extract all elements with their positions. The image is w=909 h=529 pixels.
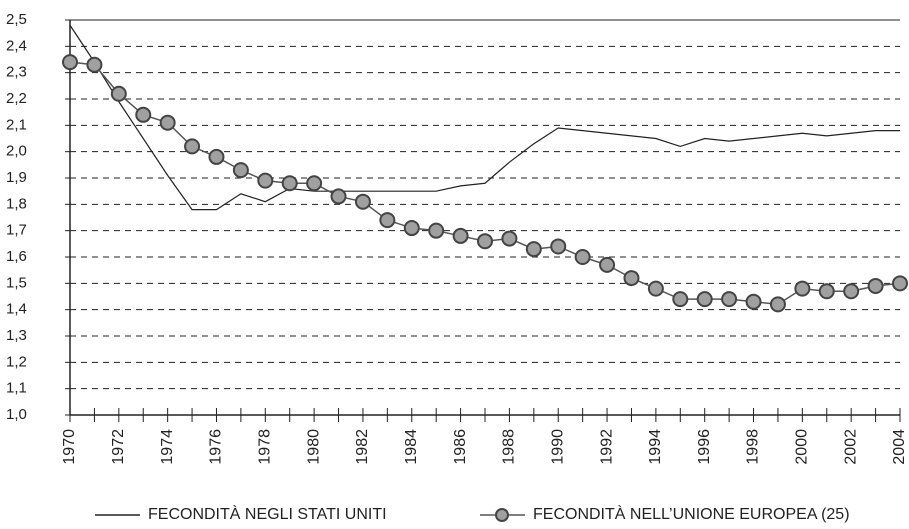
x-tick-label: 1974	[159, 429, 176, 465]
x-tick-label: 1992	[598, 429, 615, 465]
marker	[135, 106, 152, 123]
x-tick-label: 1970	[61, 429, 78, 465]
x-tick-label: 2004	[891, 429, 908, 465]
x-tick-label: 1984	[403, 429, 420, 465]
y-tick-label: 1,5	[6, 274, 27, 291]
marker	[623, 270, 640, 287]
y-tick-label: 1,3	[6, 327, 27, 344]
marker	[86, 56, 103, 73]
marker	[574, 249, 591, 265]
marker	[281, 175, 298, 192]
y-tick-label: 1,0	[6, 406, 27, 423]
y-tick-label: 1,9	[6, 169, 27, 186]
y-tick-label: 1,8	[6, 195, 27, 212]
y-tick-label: 2,4	[6, 37, 27, 54]
marker	[232, 162, 249, 179]
marker	[843, 283, 860, 300]
marker	[794, 280, 811, 297]
y-tick-label: 1,7	[6, 222, 27, 239]
marker	[403, 220, 420, 237]
y-tick-label: 2,3	[6, 64, 27, 81]
marker	[696, 291, 713, 308]
marker	[769, 296, 786, 313]
y-tick-label: 1,6	[6, 248, 27, 265]
marker	[257, 172, 274, 189]
y-tick-label: 2,5	[6, 11, 27, 28]
legend-label: FECONDITÀ NEGLI STATI UNITI	[148, 504, 387, 523]
marker	[721, 291, 738, 308]
marker	[354, 193, 371, 210]
x-tick-label: 1986	[452, 429, 469, 465]
x-tick-label: 1994	[647, 429, 664, 465]
marker	[599, 256, 616, 273]
y-tick-label: 1,2	[6, 353, 27, 370]
x-tick-label: 1982	[354, 429, 371, 465]
marker	[867, 277, 884, 294]
marker	[501, 230, 518, 247]
x-tick-label: 1976	[208, 429, 225, 465]
marker	[647, 280, 664, 297]
marker	[208, 148, 225, 165]
marker	[330, 188, 347, 205]
x-tick-label: 2000	[794, 429, 811, 465]
y-tick-label: 2,1	[6, 116, 27, 133]
marker	[672, 291, 689, 308]
marker	[184, 138, 201, 155]
series-line	[69, 24, 900, 211]
marker	[428, 222, 445, 239]
marker	[745, 293, 762, 310]
y-tick-label: 1,4	[6, 301, 27, 318]
marker	[159, 114, 176, 131]
marker	[477, 233, 493, 250]
x-tick-label: 1972	[110, 429, 127, 465]
marker	[525, 241, 542, 258]
marker	[62, 54, 78, 71]
marker	[379, 212, 396, 229]
marker	[110, 85, 127, 102]
x-tick-label: 1996	[696, 429, 713, 465]
x-tick-label: 1998	[745, 429, 762, 465]
x-tick-label: 2002	[842, 429, 859, 465]
y-tick-label: 1,1	[6, 380, 27, 397]
marker	[892, 275, 908, 292]
marker	[306, 175, 323, 192]
x-tick-label: 1988	[501, 429, 518, 465]
legend-label: FECONDITÀ NELL’UNIONE EUROPEA (25)	[533, 504, 850, 523]
x-tick-label: 1978	[257, 429, 274, 465]
y-tick-label: 2,0	[6, 143, 27, 160]
x-tick-label: 1990	[549, 429, 566, 465]
marker	[452, 227, 469, 244]
y-tick-label: 2,2	[6, 90, 27, 107]
legend-marker	[495, 508, 509, 522]
marker	[818, 283, 835, 300]
x-tick-label: 1980	[305, 429, 322, 465]
marker	[550, 238, 567, 255]
